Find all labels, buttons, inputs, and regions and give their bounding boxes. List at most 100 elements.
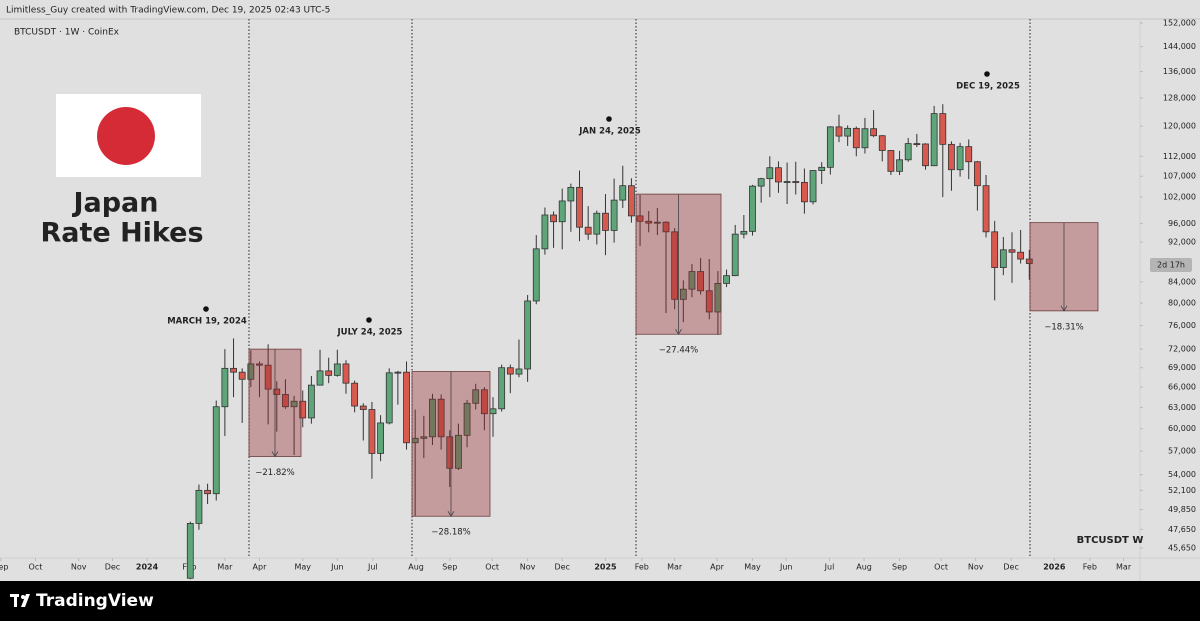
candle-body: [645, 220, 653, 224]
candle-body: [783, 181, 791, 183]
candle-body: [973, 161, 981, 187]
y-tick-label: 80,000: [1168, 299, 1196, 308]
symbol: BTCUSDT · 1W · CoinEx: [14, 28, 120, 38]
candle-body: [558, 200, 566, 223]
candle-body: [273, 388, 281, 395]
candle-body: [723, 275, 730, 284]
candle-body: [385, 372, 393, 424]
measure-label: −28.18%: [431, 528, 471, 538]
x-tick-label: Dec: [1003, 563, 1018, 572]
x-tick-label: Nov: [71, 563, 87, 572]
candle-body: [204, 489, 211, 495]
y-tick-label: 84,000: [1168, 277, 1196, 286]
candle-body: [238, 371, 246, 380]
y-tick-label: 152,000: [1163, 18, 1196, 27]
candle-body: [610, 199, 618, 231]
x-tick-label: Jun: [779, 563, 793, 572]
y-tick-label: 92,000: [1168, 238, 1196, 247]
candle-body: [653, 221, 661, 224]
candle-body: [913, 143, 921, 145]
candle-body: [282, 394, 289, 408]
credit: Limitless_Guy created with TradingView.c…: [6, 6, 330, 16]
y-tick-label: 49,850: [1168, 505, 1196, 514]
brand-logo: [10, 594, 30, 607]
y-tick-label: 128,000: [1163, 93, 1196, 102]
candle-body: [333, 363, 341, 376]
candle-body: [965, 146, 973, 163]
candle-body: [455, 434, 462, 469]
candle-body: [826, 126, 834, 168]
x-tick-label: Feb: [1083, 563, 1097, 572]
candle-body: [792, 181, 800, 183]
candle-body: [878, 135, 886, 151]
candle-body: [956, 146, 964, 171]
candle-body: [948, 143, 955, 171]
y-tick-label: 144,000: [1163, 42, 1196, 51]
candle-body: [212, 406, 220, 495]
candle-body: [904, 143, 912, 161]
event-dot: [984, 71, 990, 77]
candle-body: [602, 212, 609, 231]
candle-body: [541, 214, 549, 250]
candle-body: [195, 489, 203, 524]
candle-body: [290, 400, 298, 408]
x-tick-label: Aug: [408, 563, 424, 572]
x-tick-label: Oct: [485, 563, 499, 572]
candle-body: [463, 402, 471, 436]
x-tick-label: Jul: [367, 563, 378, 572]
candle-body: [930, 113, 938, 167]
footer: [0, 581, 1200, 621]
candle-body: [584, 226, 592, 235]
x-tick-label: Apr: [253, 563, 268, 572]
x-tick-label: Dec: [105, 563, 120, 572]
x-tick-label: Sep: [442, 563, 457, 572]
event-label: JULY 24, 2025: [337, 328, 403, 338]
x-tick-label: 2024: [136, 563, 159, 572]
candle-body: [221, 367, 229, 408]
candle-body: [368, 409, 376, 454]
candle-body: [532, 248, 540, 302]
measure-arrowhead: [1060, 305, 1068, 312]
candle-body: [999, 249, 1007, 268]
x-tick-label: May: [294, 563, 311, 572]
y-tick-label: 107,000: [1163, 172, 1196, 181]
candle-body: [351, 382, 359, 407]
candle-body: [844, 127, 852, 137]
event-dot: [203, 306, 209, 312]
candle-body: [1008, 249, 1016, 253]
measure-arrowhead: [271, 451, 279, 458]
candle-body: [766, 167, 774, 180]
event-dot: [606, 116, 612, 122]
candle-body: [429, 398, 436, 438]
candle-body: [1025, 258, 1033, 264]
x-tick-label: Apr: [710, 563, 725, 572]
y-tick-label: 60,000: [1168, 424, 1196, 433]
x-tick-label: Nov: [968, 563, 984, 572]
candle-body: [1017, 251, 1025, 260]
event-label: MARCH 19, 2024: [167, 317, 247, 327]
candle-body: [757, 178, 765, 187]
y-tick-label: 57,000: [1168, 447, 1196, 456]
y-tick-label: 54,000: [1168, 470, 1196, 479]
y-tick-label: 72,000: [1168, 345, 1196, 354]
candle-body: [636, 215, 644, 222]
candle-body: [550, 214, 557, 223]
candle-body: [593, 212, 601, 235]
candle-body: [939, 113, 947, 145]
candle-body: [697, 271, 705, 292]
candle-body: [991, 231, 999, 268]
y-tick-label: 63,000: [1168, 403, 1196, 412]
measure-label: −27.44%: [659, 346, 699, 356]
panel-title: Japan: [71, 188, 158, 219]
y-tick-label: 96,000: [1168, 219, 1196, 228]
candle-body: [307, 384, 315, 419]
candle-body: [403, 371, 410, 444]
candle-body: [420, 436, 428, 439]
x-tick-label: Feb: [635, 563, 649, 572]
x-tick-label: 2026: [1043, 563, 1066, 572]
y-tick-label: 136,000: [1163, 67, 1196, 76]
x-tick-label: Oct: [934, 563, 948, 572]
candle-body: [247, 363, 255, 380]
